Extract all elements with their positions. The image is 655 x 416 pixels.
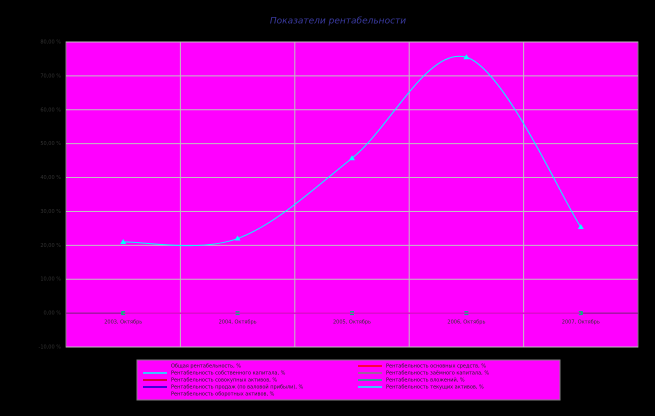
y-tick-label: 50,00 % xyxy=(40,141,61,147)
legend-label: Рентабельность совокупных активов, % xyxy=(171,378,277,384)
marker xyxy=(577,224,584,230)
x-tick-label: 2004, Октябрь xyxy=(219,320,257,326)
y-tick-label: 10,00 % xyxy=(40,277,61,283)
y-tick-label: 0,00 % xyxy=(44,311,62,317)
legend-label: Общая рентабельность, % xyxy=(171,364,241,370)
y-tick-label: 60,00 % xyxy=(40,107,61,113)
legend xyxy=(136,359,561,401)
legend-label: Рентабельность заёмного капитала, % xyxy=(386,371,489,377)
legend-label: Рентабельность собственного капитала, % xyxy=(171,371,286,377)
legend-label: Рентабельность продаж (по валовой прибыл… xyxy=(171,384,304,391)
y-tick-label: 30,00 % xyxy=(40,209,61,215)
y-tick-label: 80,00 % xyxy=(40,40,61,46)
chart-title: Показатели рентабельности xyxy=(270,17,406,27)
x-tick-label: 2005, Октябрь xyxy=(333,320,371,326)
legend-label: Рентабельность текущих активов, % xyxy=(386,385,484,391)
y-tick-label: -10,00 % xyxy=(39,345,62,351)
x-tick-label: 2003, Октябрь xyxy=(104,320,142,326)
legend-label: Рентабельность основных средств, % xyxy=(386,364,486,370)
y-tick-label: 20,00 % xyxy=(40,243,61,249)
plot-area xyxy=(65,41,639,348)
legend-label: Рентабельность оборотных активов, % xyxy=(171,392,275,398)
marker xyxy=(234,235,241,241)
y-tick-label: 40,00 % xyxy=(40,175,61,181)
marker xyxy=(120,238,127,244)
marker xyxy=(463,54,470,60)
x-tick-label: 2006, Октябрь xyxy=(447,320,485,326)
x-tick-label: 2007, Октябрь xyxy=(562,320,600,326)
y-tick-label: 70,00 % xyxy=(40,73,61,79)
series-line xyxy=(123,55,582,247)
legend-label: Рентабельность вложений, % xyxy=(386,377,465,384)
marker xyxy=(349,155,355,161)
